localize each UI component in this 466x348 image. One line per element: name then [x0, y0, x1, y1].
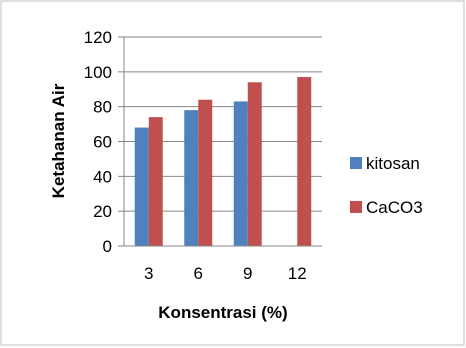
x-tick-label: 12: [288, 264, 307, 283]
bar-CaCO3-6: [198, 99, 213, 246]
legend-label-kitosan: kitosan: [366, 154, 420, 173]
bar-kitosan-6: [184, 110, 199, 247]
x-tick-labels: 3 6 9 12: [144, 264, 307, 283]
bar-CaCO3-12: [297, 77, 312, 246]
x-tick-label: 3: [144, 264, 153, 283]
y-tick-label: 100: [84, 63, 112, 82]
y-tick-label: 60: [93, 133, 112, 152]
bar-CaCO3-9: [247, 82, 262, 247]
y-tick-label: 20: [93, 202, 112, 221]
bar-kitosan-3: [134, 127, 149, 246]
y-tick-label: 120: [84, 28, 112, 47]
bar-CaCO3-3: [148, 117, 163, 246]
x-tick-label: 6: [194, 264, 203, 283]
y-tick-label: 0: [103, 237, 112, 256]
legend: kitosan CaCO3: [350, 154, 423, 217]
legend-swatch-CaCO3: [350, 201, 362, 213]
legend-label-CaCO3: CaCO3: [366, 198, 423, 217]
bar-kitosan-9: [233, 101, 248, 246]
legend-swatch-kitosan: [350, 157, 362, 169]
y-tick-label: 80: [93, 98, 112, 117]
x-axis-title: Konsentrasi (%): [158, 303, 287, 322]
x-tick-label: 9: [243, 264, 252, 283]
axes: [123, 37, 322, 247]
y-tick-label: 40: [93, 167, 112, 186]
bars: [134, 77, 312, 247]
y-tick-labels: 0 20 40 60 80 100 120: [84, 28, 112, 256]
y-axis-title: Ketahanan Air: [49, 83, 68, 198]
